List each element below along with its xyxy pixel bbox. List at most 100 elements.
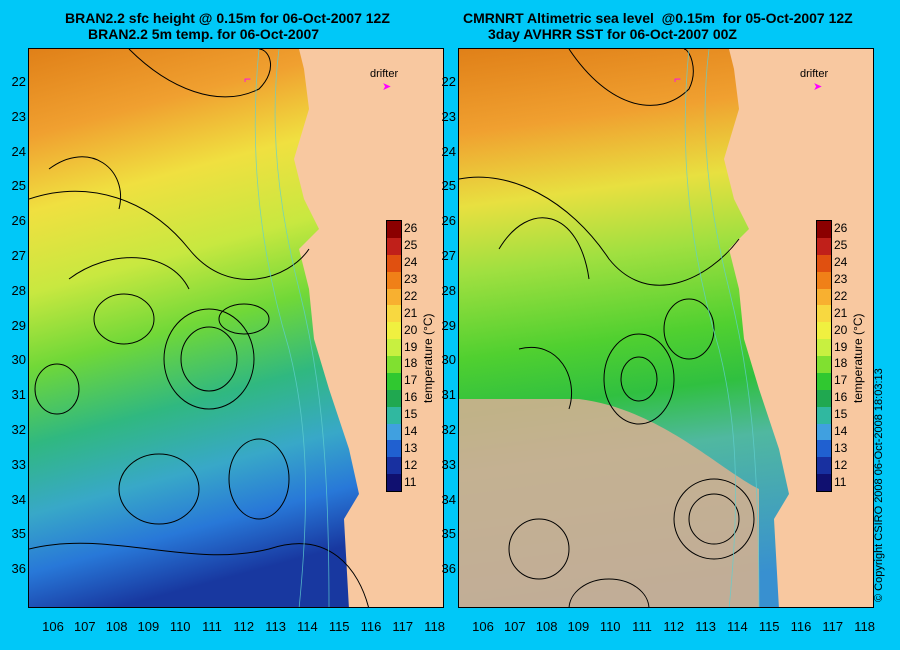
lon-label: 107 xyxy=(503,619,526,634)
colorbar-swatch xyxy=(387,457,401,475)
lon-label: 111 xyxy=(632,619,652,634)
colorbar-swatch xyxy=(387,221,401,238)
colorbar-swatch xyxy=(387,474,401,491)
sea-level-contours xyxy=(29,49,369,607)
sea-level-contours xyxy=(459,49,755,607)
colorbar-swatch xyxy=(387,254,401,272)
colorbar-swatch xyxy=(387,406,401,424)
colorbar-swatch xyxy=(817,221,831,238)
lon-label: 112 xyxy=(663,619,685,634)
lat-label: 34 xyxy=(11,491,26,507)
colorbar-tick: 21 xyxy=(834,305,848,320)
lat-label: 33 xyxy=(441,456,456,472)
colorbar-tick: 13 xyxy=(404,440,418,455)
lat-label: 36 xyxy=(441,561,456,577)
lon-label: 118 xyxy=(854,619,875,634)
drifter-label-right: drifter xyxy=(800,68,829,80)
colorbar-swatch xyxy=(817,474,831,491)
lon-label: 115 xyxy=(328,619,350,634)
lon-label: 113 xyxy=(265,619,286,634)
colorbar-tick: 21 xyxy=(404,305,418,320)
colorbar-tick: 18 xyxy=(834,356,848,371)
colorbar-swatch xyxy=(817,389,831,407)
lon-label: 117 xyxy=(392,619,414,634)
colorbar-left xyxy=(386,220,402,492)
lat-label: 27 xyxy=(11,248,26,263)
colorbar-swatch xyxy=(387,339,401,356)
lat-label: 29 xyxy=(441,317,456,333)
lat-label: 25 xyxy=(441,178,456,194)
lon-label: 117 xyxy=(822,619,844,634)
lat-label: 28 xyxy=(11,282,26,298)
colorbar-right xyxy=(816,220,832,492)
colorbar-tick: 22 xyxy=(834,288,848,303)
colorbar-tick: 24 xyxy=(404,255,418,270)
lon-label: 110 xyxy=(169,619,191,634)
colorbar-swatch xyxy=(387,271,401,289)
lat-label: 31 xyxy=(441,387,456,403)
right-title-line1: CMRNRT Altimetric sea level @0.15m for 0… xyxy=(463,10,853,26)
lat-label: 32 xyxy=(441,422,456,437)
lat-label: 23 xyxy=(441,108,456,124)
colorbar-tick: 14 xyxy=(834,423,848,438)
lat-label: 25 xyxy=(11,178,26,194)
lat-label: 31 xyxy=(11,387,26,403)
lon-label: 114 xyxy=(297,619,318,634)
colorbar-tick: 25 xyxy=(404,238,418,253)
lat-label: 36 xyxy=(11,561,26,577)
colorbar-tick: 17 xyxy=(834,373,848,388)
lat-label: 34 xyxy=(441,491,456,507)
colorbar-swatch xyxy=(817,440,831,458)
lat-label: 24 xyxy=(11,143,26,159)
lon-label: 108 xyxy=(535,619,558,634)
lon-label: 114 xyxy=(727,619,748,634)
colorbar-swatch xyxy=(817,237,831,255)
colorbar-tick: 17 xyxy=(404,373,418,388)
colorbar-tick: 15 xyxy=(834,407,848,422)
lon-label: 116 xyxy=(790,619,812,634)
colorbar-swatch xyxy=(387,440,401,458)
drifter-label-left: drifter xyxy=(370,68,399,80)
lon-label: 118 xyxy=(424,619,445,634)
colorbar-title-left: temperature (°C) xyxy=(421,313,435,404)
colorbar-tick: 20 xyxy=(404,322,418,337)
colorbar-swatch xyxy=(387,389,401,407)
lat-label: 27 xyxy=(441,248,456,263)
lat-label: 26 xyxy=(11,213,26,229)
colorbar-tick: 26 xyxy=(834,221,848,236)
lon-label: 113 xyxy=(695,619,716,634)
colorbar-swatch xyxy=(817,423,831,441)
colorbar-swatch xyxy=(817,322,831,340)
colorbar-tick: 20 xyxy=(834,322,848,337)
right-title-line2: 3day AVHRR SST for 06-Oct-2007 00Z xyxy=(488,26,737,42)
lon-label: 110 xyxy=(599,619,621,634)
colorbar-tick: 13 xyxy=(834,440,848,455)
lat-label: 22 xyxy=(11,74,26,89)
right-map xyxy=(458,48,874,608)
colorbar-swatch xyxy=(817,356,831,373)
lat-label: 33 xyxy=(11,456,26,472)
colorbar-swatch xyxy=(817,305,831,323)
colorbar-swatch xyxy=(387,305,401,323)
lat-label: 35 xyxy=(11,526,26,542)
lon-label: 116 xyxy=(360,619,382,634)
lon-label: 106 xyxy=(42,619,64,634)
colorbar-swatch xyxy=(387,423,401,441)
colorbar-swatch xyxy=(817,457,831,475)
lat-label: 35 xyxy=(441,526,456,542)
colorbar-title-right: temperature (°C) xyxy=(851,313,865,404)
colorbar-tick: 11 xyxy=(834,474,847,489)
bathymetry-lines xyxy=(254,49,330,607)
lon-label: 112 xyxy=(233,619,255,634)
colorbar-tick: 18 xyxy=(404,356,418,371)
lat-label: 30 xyxy=(11,352,26,368)
colorbar-swatch xyxy=(817,288,831,306)
colorbar-tick: 12 xyxy=(404,457,418,472)
no-data-area xyxy=(459,399,759,607)
left-title-line1: BRAN2.2 sfc height @ 0.15m for 06-Oct-20… xyxy=(65,10,390,26)
lon-label: 115 xyxy=(758,619,780,634)
colorbar-tick: 12 xyxy=(834,457,848,472)
colorbar-tick: 24 xyxy=(834,255,848,270)
drifter-arrow-right: ➤ xyxy=(813,81,823,93)
left-map xyxy=(28,48,444,608)
